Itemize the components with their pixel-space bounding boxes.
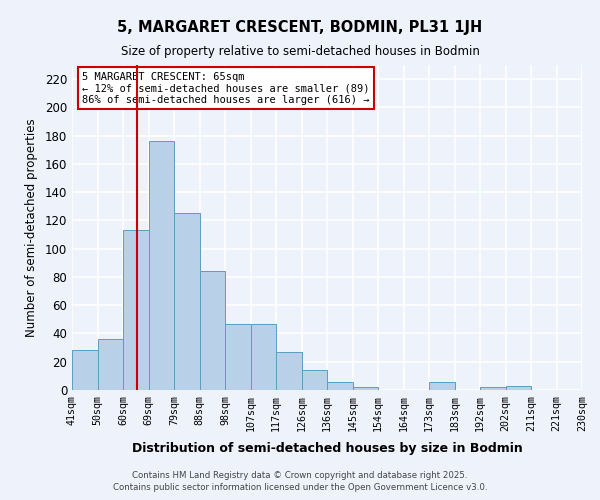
Bar	[505, 386, 531, 390]
Bar	[276, 352, 302, 390]
Text: Contains public sector information licensed under the Open Government Licence v3: Contains public sector information licen…	[113, 484, 487, 492]
Bar	[174, 214, 199, 390]
Bar	[251, 324, 276, 390]
Bar	[327, 382, 353, 390]
Bar	[123, 230, 149, 390]
Bar	[302, 370, 327, 390]
Bar	[480, 387, 505, 390]
Text: 5 MARGARET CRESCENT: 65sqm
← 12% of semi-detached houses are smaller (89)
86% of: 5 MARGARET CRESCENT: 65sqm ← 12% of semi…	[82, 72, 370, 104]
Bar	[97, 339, 123, 390]
Text: Size of property relative to semi-detached houses in Bodmin: Size of property relative to semi-detach…	[121, 45, 479, 58]
X-axis label: Distribution of semi-detached houses by size in Bodmin: Distribution of semi-detached houses by …	[131, 442, 523, 455]
Y-axis label: Number of semi-detached properties: Number of semi-detached properties	[25, 118, 38, 337]
Text: Contains HM Land Registry data © Crown copyright and database right 2025.: Contains HM Land Registry data © Crown c…	[132, 471, 468, 480]
Text: 5, MARGARET CRESCENT, BODMIN, PL31 1JH: 5, MARGARET CRESCENT, BODMIN, PL31 1JH	[118, 20, 482, 35]
Bar	[353, 387, 378, 390]
Bar	[199, 272, 225, 390]
Bar	[225, 324, 251, 390]
Bar	[429, 382, 455, 390]
Bar	[72, 350, 97, 390]
Bar	[149, 142, 174, 390]
